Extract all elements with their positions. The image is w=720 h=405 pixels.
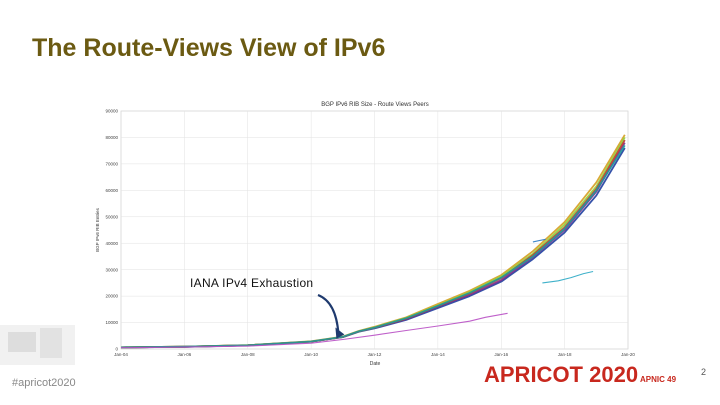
annotation-arrow-head: [335, 327, 345, 339]
y-tick-label: 90000: [105, 109, 118, 114]
slide-title: The Route-Views View of IPv6: [32, 34, 386, 62]
y-tick-label: 30000: [105, 267, 118, 272]
series-line: [532, 238, 546, 243]
x-tick-labels: Jan-04 Jan-06 Jan-08 Jan-10 Jan-12 Jan-14 Jan-…: [114, 352, 635, 357]
x-tick-label: Jan-20: [621, 352, 635, 357]
annotation-label: IANA IPv4 Exhaustion: [190, 276, 314, 290]
hashtag: #apricot2020: [12, 377, 76, 389]
x-tick-label: Jan-06: [177, 352, 191, 357]
series-line: [542, 270, 594, 284]
chart-series: [120, 134, 626, 349]
y-tick-label: 0: [115, 347, 118, 352]
x-tick-label: Jan-16: [494, 352, 508, 357]
x-axis-label: Date: [370, 361, 381, 367]
x-tick-label: Jan-18: [558, 352, 572, 357]
corner-decoration: [0, 325, 75, 365]
y-tick-labels: 0 10000 20000 30000 40000 50000 60000 70000 8000…: [105, 109, 118, 352]
page-number: 2: [701, 367, 707, 377]
annotation-arrow: [317, 293, 345, 339]
x-tick-label: Jan-08: [241, 352, 255, 357]
y-tick-label: 80000: [105, 135, 118, 140]
x-tick-label: Jan-14: [431, 352, 445, 357]
y-tick-label: 10000: [105, 320, 118, 325]
series-line: [120, 144, 626, 349]
series-line: [120, 312, 508, 349]
chart-grid: [120, 110, 629, 350]
y-tick-label: 50000: [105, 214, 118, 219]
y-tick-label: 20000: [105, 294, 118, 299]
apricot-logo: APRICOT 2020: [484, 362, 639, 387]
x-tick-label: Jan-10: [304, 352, 318, 357]
x-tick-label: Jan-12: [368, 352, 382, 357]
annotation-arrow-shaft: [317, 293, 340, 334]
x-tick-label: Jan-04: [114, 352, 128, 357]
y-tick-label: 70000: [105, 161, 118, 166]
chart-title: BGP IPv6 RIB Size - Route Views Peers: [321, 102, 429, 108]
y-axis-label: BGP IPv6 RIB Entries: [95, 207, 100, 251]
y-tick-label: 40000: [105, 241, 118, 246]
apnic-logo: APNIC 49: [640, 375, 677, 384]
y-tick-label: 60000: [105, 188, 118, 193]
